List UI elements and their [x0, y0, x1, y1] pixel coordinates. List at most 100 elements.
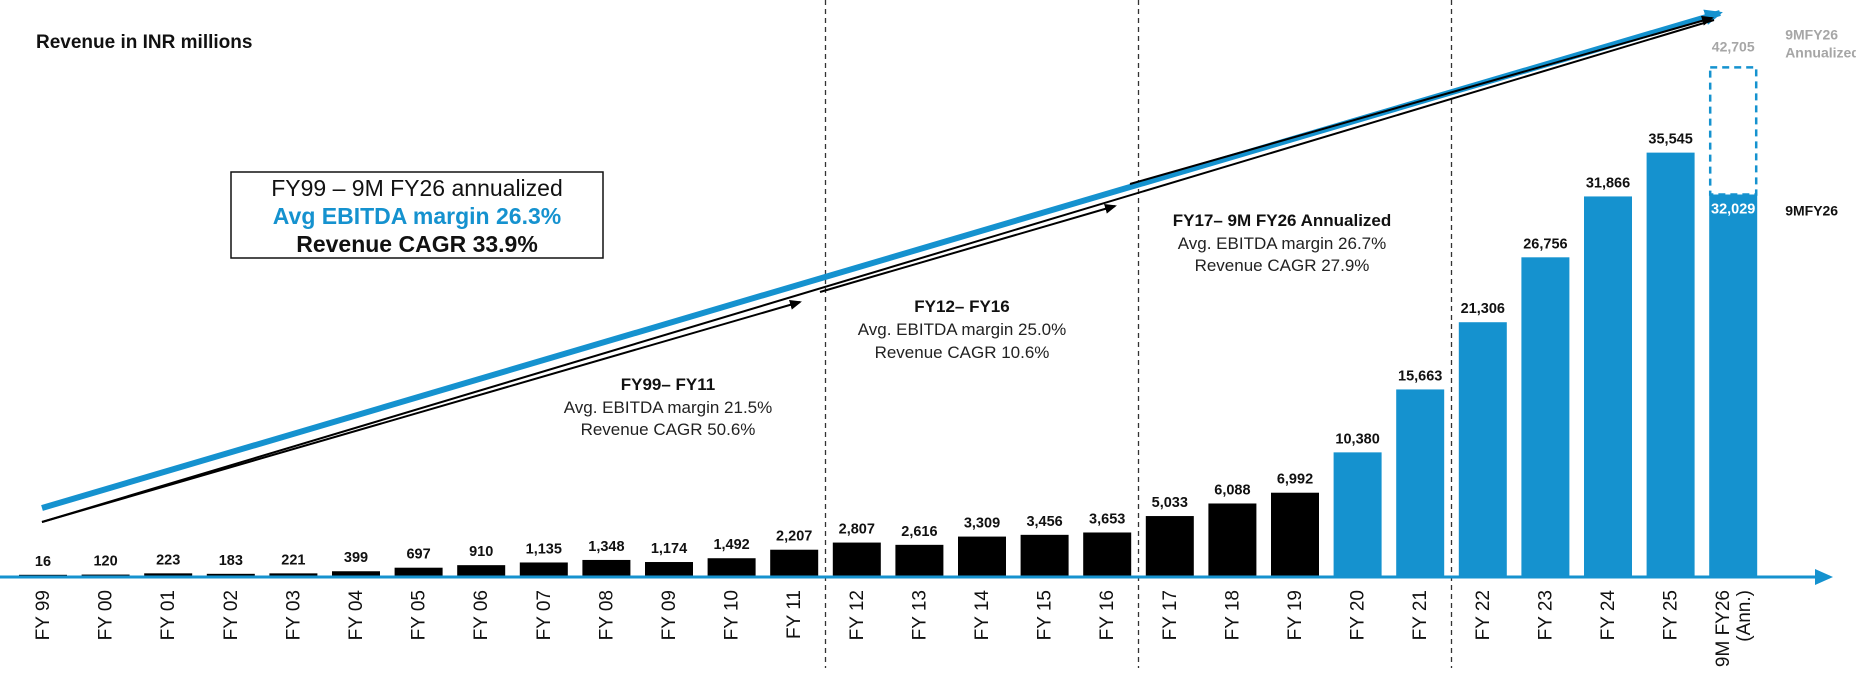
bar-0 [19, 574, 67, 576]
value-label-20: 6,992 [1277, 472, 1313, 488]
annualized-value-label: 42,705 [1712, 38, 1755, 54]
phase2-arrow [819, 203, 1117, 293]
bars-group [19, 66, 1758, 576]
phase3-cagr: Revenue CAGR 27.9% [1195, 256, 1370, 275]
category-label-14: FY 13 [909, 590, 930, 640]
value-label-1: 120 [93, 554, 117, 570]
category-label-23: FY 22 [1473, 590, 1494, 640]
bar-19 [1208, 503, 1257, 576]
category-label-11: FY 10 [722, 590, 743, 640]
summary-box-border [230, 171, 604, 259]
value-label-16: 3,456 [1026, 514, 1062, 530]
value-label-9: 1,348 [588, 539, 624, 555]
bar-14 [895, 544, 944, 576]
value-label-12: 2,207 [776, 529, 812, 545]
bar-23 [1458, 322, 1507, 576]
phase2-title: FY12– FY16 [914, 297, 1009, 316]
bar-26 [1646, 152, 1695, 576]
category-label-2: FY 01 [158, 590, 179, 640]
phase2-cagr: Revenue CAGR 10.6% [875, 343, 1050, 362]
phase1-cagr: Revenue CAGR 50.6% [581, 420, 756, 439]
category-label-12: FY 11 [784, 590, 805, 639]
category-label-20: FY 19 [1285, 590, 1306, 640]
category-label-5: FY 04 [346, 590, 367, 641]
bar-8 [519, 562, 568, 576]
phase-annotation-2: FY12– FY16 Avg. EBITDA margin 25.0% Reve… [858, 297, 1067, 362]
category-label-9: FY 08 [596, 590, 617, 640]
trend-line-black-arrow [41, 19, 1715, 523]
category-label-7: FY 06 [471, 590, 492, 640]
category-label-1: FY 00 [96, 590, 117, 640]
value-label-6: 697 [406, 547, 430, 563]
category-label-22: FY 21 [1410, 590, 1431, 640]
phase-annotation-1: FY99– FY11 Avg. EBITDA margin 21.5% Reve… [564, 375, 773, 439]
phase2-margin: Avg. EBITDA margin 25.0% [858, 320, 1067, 339]
category-label-27: 9M FY26(Ann.) [1713, 590, 1755, 667]
category-label-17: FY 16 [1097, 590, 1118, 640]
bar-16 [1020, 534, 1069, 576]
value-label-17: 3,653 [1089, 511, 1125, 527]
annualized-extension-bar [1708, 66, 1758, 196]
bar-18 [1145, 516, 1194, 576]
bar-21 [1333, 452, 1382, 576]
category-label-13: FY 12 [847, 590, 868, 640]
phase3-arrow [1129, 15, 1714, 185]
value-label-23: 21,306 [1461, 301, 1505, 317]
annualized-legend: 9MFY26 Annualized [1785, 26, 1856, 60]
summary-box: FY99 – 9M FY26 annualized Avg EBITDA mar… [230, 171, 604, 259]
labels-group: 16 FY 99 120 FY 00 223 FY 01 183 FY 02 221 FY 03 3… [33, 26, 1856, 667]
summary-period: FY99 – 9M FY26 annualized [271, 175, 563, 201]
phase3-title: FY17– 9M FY26 Annualized [1173, 211, 1392, 230]
bar-17 [1083, 532, 1132, 576]
bar-13 [832, 542, 881, 576]
value-label-0: 16 [35, 554, 51, 570]
bar-5 [332, 571, 380, 576]
bar-22 [1396, 389, 1445, 576]
nine-month-side-label: 9MFY26 [1785, 202, 1838, 218]
summary-revenue-cagr: Revenue CAGR 33.9% [296, 231, 538, 257]
value-label-14: 2,616 [901, 524, 937, 540]
chart-title: Revenue in INR millions [36, 32, 252, 53]
value-label-21: 10,380 [1335, 431, 1379, 447]
value-label-7: 910 [469, 544, 493, 560]
category-label-3: FY 02 [221, 590, 242, 640]
category-label-6: FY 05 [409, 590, 430, 640]
phase3-margin: Avg. EBITDA margin 26.7% [1178, 234, 1387, 253]
bar-24 [1521, 257, 1570, 576]
category-label-19: FY 18 [1222, 590, 1243, 640]
value-label-26: 35,545 [1648, 132, 1692, 148]
bar-25 [1584, 196, 1632, 576]
value-label-11: 1,492 [713, 537, 749, 553]
value-label-4: 221 [281, 552, 305, 568]
value-label-5: 399 [344, 550, 368, 566]
value-label-3: 183 [219, 553, 243, 569]
value-label-27: 32,029 [1711, 201, 1755, 217]
category-label-25: FY 24 [1598, 590, 1619, 641]
category-label-26: FY 25 [1661, 590, 1682, 640]
bar-3 [206, 573, 255, 576]
bar-20 [1271, 492, 1319, 576]
bar-2 [144, 573, 193, 576]
bar-4 [269, 573, 318, 576]
category-label-4: FY 03 [283, 590, 304, 640]
category-label-21: FY 20 [1348, 590, 1369, 640]
bar-6 [394, 567, 443, 576]
phase1-arrow [41, 299, 802, 523]
bar-1 [81, 574, 130, 576]
phase1-margin: Avg. EBITDA margin 21.5% [564, 398, 773, 417]
value-label-15: 3,309 [964, 516, 1000, 532]
bar-10 [645, 562, 693, 576]
bar-11 [707, 558, 756, 576]
value-label-10: 1,174 [651, 541, 687, 557]
category-label-10: FY 09 [659, 590, 680, 640]
category-label-24: FY 23 [1535, 590, 1556, 640]
bar-7 [457, 565, 506, 576]
bar-9 [582, 559, 631, 576]
value-label-13: 2,807 [839, 522, 875, 538]
value-label-18: 5,033 [1152, 495, 1188, 511]
phase-dividers [824, 0, 1453, 668]
value-label-2: 223 [156, 552, 180, 568]
category-label-18: FY 17 [1160, 590, 1181, 640]
bar-15 [958, 536, 1006, 576]
